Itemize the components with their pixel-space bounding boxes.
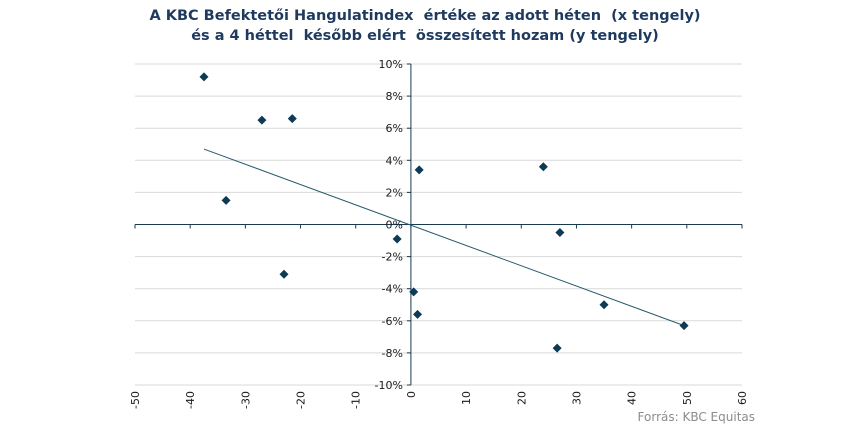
x-tick-label: 60 bbox=[736, 391, 749, 405]
chart-title-line-2: és a 4 héttel később elért összesített h… bbox=[191, 28, 659, 44]
data-point bbox=[199, 72, 209, 82]
chart-title: A KBC Befektetői Hangulatindex értéke az… bbox=[0, 6, 850, 46]
data-points bbox=[199, 72, 689, 353]
y-tick-label: -2% bbox=[381, 251, 402, 264]
x-tick-labels: -50 -40 -30 -20 -10 0 10 20 30 40 50 60 bbox=[129, 391, 749, 409]
trendline bbox=[203, 148, 685, 327]
y-tick-label: -8% bbox=[381, 347, 402, 360]
x-tick-label: -40 bbox=[184, 391, 197, 409]
data-point bbox=[279, 269, 289, 279]
x-tick-label: 30 bbox=[570, 391, 583, 405]
x-tick-label: -50 bbox=[129, 391, 142, 409]
data-point bbox=[287, 114, 297, 124]
y-tick-label: -4% bbox=[381, 283, 402, 296]
data-point bbox=[414, 165, 424, 175]
y-tick-label: 4% bbox=[385, 154, 402, 167]
source-note: Forrás: KBC Equitas bbox=[637, 410, 755, 424]
data-point bbox=[221, 195, 231, 205]
data-point bbox=[409, 287, 419, 297]
y-tick-label: 8% bbox=[385, 90, 402, 103]
y-tick-label: 2% bbox=[385, 186, 402, 199]
data-point bbox=[599, 300, 609, 310]
y-tick-label: -10% bbox=[374, 379, 402, 392]
data-point bbox=[257, 115, 267, 125]
data-point bbox=[413, 309, 423, 319]
x-tick-label: 50 bbox=[681, 391, 694, 405]
y-tick-label: 6% bbox=[385, 122, 402, 135]
x-tick-label: 0 bbox=[405, 391, 418, 398]
data-point bbox=[392, 234, 402, 244]
data-point bbox=[552, 343, 562, 353]
y-tick-label: 10% bbox=[378, 58, 402, 71]
x-tick-label: -10 bbox=[350, 391, 363, 409]
x-tick-label: 10 bbox=[460, 391, 473, 405]
y-tick-label: -6% bbox=[381, 315, 402, 328]
y-tick-labels: 10% 8% 6% 4% 2% 0% -2% -4% -6% -8% -10% bbox=[374, 58, 402, 392]
axes bbox=[134, 63, 743, 386]
x-tick-label: 20 bbox=[515, 391, 528, 405]
x-tick-label: -20 bbox=[295, 391, 308, 409]
data-point bbox=[679, 321, 689, 331]
x-tick-label: 40 bbox=[626, 391, 639, 405]
trendline-group bbox=[203, 148, 685, 327]
chart-title-line-1: A KBC Befektetői Hangulatindex értéke az… bbox=[149, 8, 701, 24]
y-tick-label: 0% bbox=[385, 219, 402, 232]
x-tick-label: -30 bbox=[239, 391, 252, 409]
data-point bbox=[555, 228, 565, 238]
gridlines bbox=[135, 63, 742, 386]
data-point bbox=[538, 162, 548, 172]
